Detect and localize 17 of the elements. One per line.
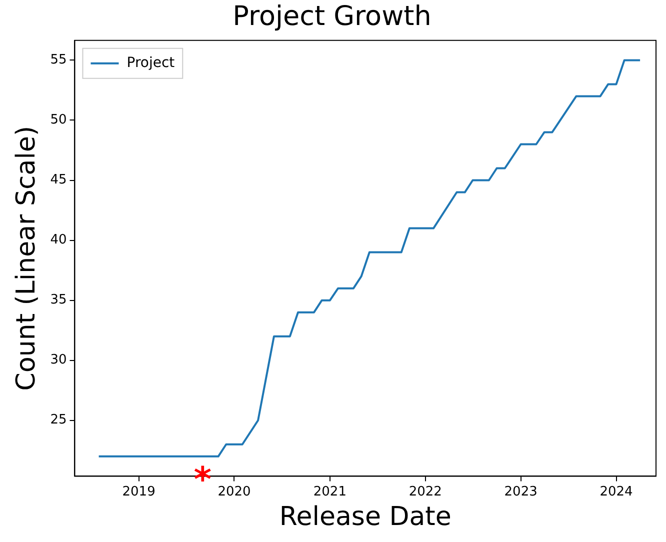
x-tick-label: 2021 (313, 484, 346, 500)
x-tick-label: 2023 (504, 484, 538, 500)
y-tick-label: 30 (50, 352, 67, 368)
chart-title: Project Growth (232, 1, 432, 32)
y-tick-label: 25 (50, 412, 67, 428)
y-tick-label: 45 (50, 172, 67, 188)
x-tick-label: 2022 (408, 484, 442, 500)
legend-label: Project (126, 55, 176, 72)
y-tick-label: 50 (50, 112, 67, 128)
x-axis-title: Release Date (279, 502, 452, 532)
y-axis-title: Count (Linear Scale) (11, 126, 42, 391)
x-tick-label: 2024 (600, 484, 633, 500)
x-tick-label: 2019 (122, 484, 156, 500)
y-tick-label: 35 (50, 292, 67, 308)
x-tick-label: 2020 (218, 484, 251, 500)
y-tick-label: 55 (50, 52, 67, 68)
y-tick-label: 40 (50, 232, 67, 248)
